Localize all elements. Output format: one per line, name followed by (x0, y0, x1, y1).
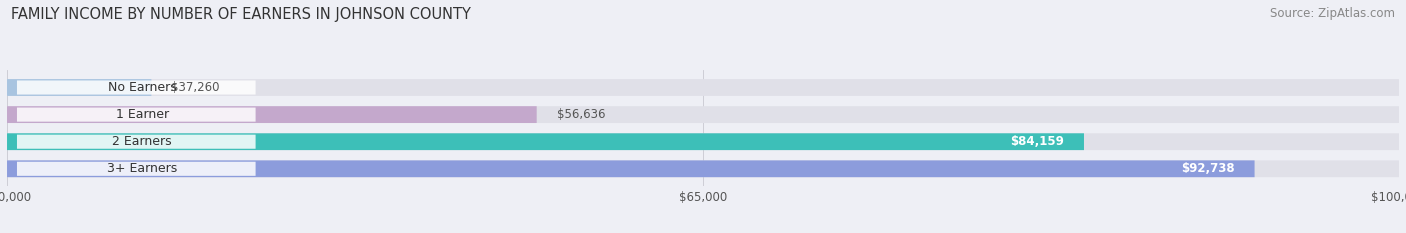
Text: $92,738: $92,738 (1181, 162, 1234, 175)
Text: FAMILY INCOME BY NUMBER OF EARNERS IN JOHNSON COUNTY: FAMILY INCOME BY NUMBER OF EARNERS IN JO… (11, 7, 471, 22)
FancyBboxPatch shape (7, 133, 1084, 150)
FancyBboxPatch shape (7, 133, 1399, 150)
FancyBboxPatch shape (7, 160, 1399, 177)
FancyBboxPatch shape (7, 79, 1399, 96)
Text: Source: ZipAtlas.com: Source: ZipAtlas.com (1270, 7, 1395, 20)
FancyBboxPatch shape (17, 162, 256, 176)
FancyBboxPatch shape (7, 106, 1399, 123)
Text: $56,636: $56,636 (557, 108, 605, 121)
FancyBboxPatch shape (17, 135, 256, 149)
Text: 2 Earners: 2 Earners (112, 135, 172, 148)
FancyBboxPatch shape (17, 108, 256, 122)
FancyBboxPatch shape (7, 106, 537, 123)
FancyBboxPatch shape (7, 160, 1254, 177)
FancyBboxPatch shape (17, 80, 256, 95)
Text: No Earners: No Earners (108, 81, 177, 94)
FancyBboxPatch shape (7, 79, 152, 96)
Text: 3+ Earners: 3+ Earners (107, 162, 177, 175)
Text: $84,159: $84,159 (1011, 135, 1064, 148)
Text: 1 Earner: 1 Earner (115, 108, 169, 121)
Text: $37,260: $37,260 (172, 81, 219, 94)
